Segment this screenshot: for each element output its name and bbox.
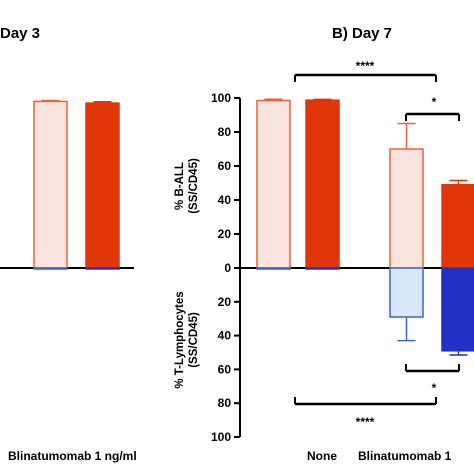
- panel-a-plot: [0, 99, 134, 270]
- panel-b-title: B) Day 7: [332, 25, 392, 42]
- y-tick-label-upper: 20: [218, 227, 232, 241]
- bar-lower: [85, 267, 120, 270]
- y-tick-label-lower: 60: [218, 362, 232, 376]
- y-tick-label-upper: 100: [211, 91, 231, 105]
- bar-lower: [305, 267, 340, 270]
- y-label-lower-line2: (SS/CD45): [188, 312, 200, 368]
- y-label-upper-line1: % B-ALL: [174, 162, 186, 210]
- bar-upper: [33, 100, 68, 269]
- significance-label: *: [432, 95, 437, 109]
- y-tick-label-upper: 40: [218, 193, 232, 207]
- y-tick-label-lower: 80: [218, 396, 232, 410]
- bar-lower: [33, 267, 68, 270]
- y-label-lower-group: % T-Lymphocytes (SS/CD45): [174, 291, 200, 388]
- significance-label: *: [432, 381, 437, 395]
- bar-upper: [441, 183, 474, 269]
- bar-lower: [441, 267, 474, 352]
- bar-lower: [256, 267, 291, 270]
- y-label-lower-line1: % T-Lymphocytes: [174, 291, 186, 388]
- bar-upper: [256, 99, 291, 269]
- y-tick-label-lower: 100: [211, 430, 231, 444]
- y-tick-label-upper: 80: [218, 125, 232, 139]
- significance-label: ****: [356, 415, 375, 429]
- bar-upper: [305, 99, 340, 269]
- y-tick-label-lower: 20: [218, 295, 232, 309]
- panel-b-category-blinatumomab: Blinatumomab 1: [358, 449, 452, 463]
- bar-upper: [85, 102, 120, 269]
- significance-label: ****: [356, 59, 375, 73]
- y-tick-label-lower: 40: [218, 329, 232, 343]
- panel-b-category-none: None: [307, 449, 337, 463]
- panel-a-category-label: Blinatumomab 1 ng/ml: [8, 449, 137, 463]
- panel-a-title: Day 3: [0, 25, 40, 42]
- y-tick-label-upper: 60: [218, 159, 232, 173]
- bar-upper: [389, 148, 424, 269]
- y-label-upper-line2: (SS/CD45): [188, 158, 200, 214]
- y-tick-label-upper: 0: [224, 261, 231, 275]
- y-label-upper-group: % B-ALL (SS/CD45): [174, 158, 200, 214]
- bar-lower: [389, 267, 424, 318]
